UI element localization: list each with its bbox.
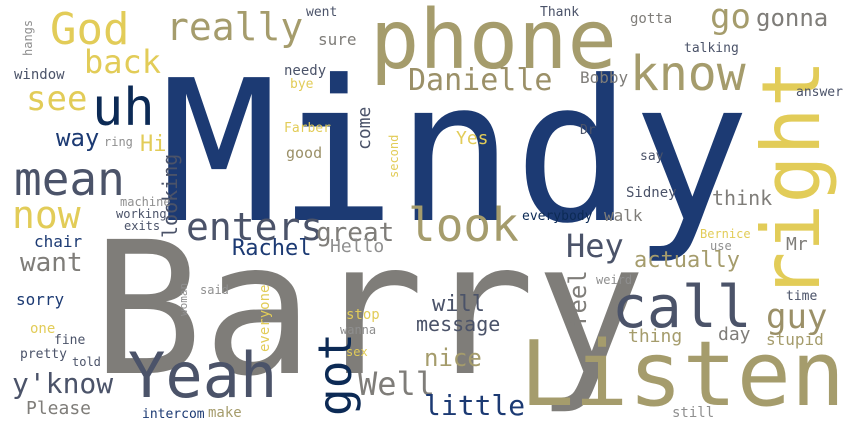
word-little: little bbox=[424, 389, 526, 422]
word-sure: sure bbox=[318, 30, 357, 49]
word-mean: mean bbox=[14, 152, 125, 206]
word-barry: Barry bbox=[92, 203, 646, 417]
word-gotta: gotta bbox=[630, 11, 673, 27]
word-feel: feel bbox=[564, 270, 592, 328]
word-gonna: gonna bbox=[756, 4, 829, 32]
word-hello: Hello bbox=[330, 236, 385, 257]
word-machine: machine bbox=[120, 195, 171, 209]
word-answer: answer bbox=[796, 85, 843, 100]
word-stop: stop bbox=[346, 307, 380, 323]
word-say: say bbox=[640, 149, 664, 164]
word-chair: chair bbox=[34, 232, 83, 251]
word-hangs: hangs bbox=[21, 19, 35, 56]
word-one: one bbox=[30, 321, 56, 337]
word-farber: Farber bbox=[284, 121, 331, 136]
word-think: think bbox=[712, 186, 773, 210]
word-walk: walk bbox=[604, 206, 643, 225]
word-everybody: everybody bbox=[522, 209, 593, 224]
word-phone: phone bbox=[370, 0, 617, 88]
word-exits: exits bbox=[124, 219, 161, 233]
word-fine: fine bbox=[54, 333, 86, 348]
word-back: back bbox=[84, 43, 162, 81]
word-wanna: wanna bbox=[340, 323, 377, 337]
word-god: God bbox=[50, 4, 130, 55]
word-window: window bbox=[14, 67, 65, 83]
word-listen: Listen bbox=[520, 322, 846, 427]
word-mindy: Mindy bbox=[160, 39, 751, 267]
word-everyone: everyone bbox=[257, 284, 273, 352]
word-went: went bbox=[306, 5, 338, 20]
word-hi: Hi bbox=[140, 132, 167, 157]
word-dr: Dr bbox=[580, 123, 596, 138]
word-second: second bbox=[387, 134, 401, 178]
word-go: go bbox=[710, 0, 751, 37]
word-woman: woman bbox=[177, 282, 190, 316]
word-rachel: Rachel bbox=[232, 236, 312, 261]
word-day: day bbox=[718, 324, 751, 345]
word-call: call bbox=[612, 273, 752, 341]
word-pretty: pretty bbox=[20, 347, 67, 362]
word-want: want bbox=[20, 248, 83, 278]
word-danielle: Danielle bbox=[408, 63, 553, 98]
word-weird: weird bbox=[596, 273, 633, 287]
word-bye: bye bbox=[290, 77, 314, 92]
word-bobby: Bobby bbox=[580, 68, 629, 87]
word-talking: talking bbox=[684, 41, 739, 56]
word-will: will bbox=[432, 292, 485, 317]
word-sex: sex bbox=[346, 345, 368, 359]
word-hey: Hey bbox=[566, 227, 624, 265]
word-really: really bbox=[166, 5, 304, 49]
word-come: come bbox=[354, 106, 375, 150]
word-good: good bbox=[286, 144, 323, 162]
word-nice: nice bbox=[424, 344, 482, 372]
word-make: make bbox=[208, 405, 242, 421]
word-yes: Yes bbox=[456, 128, 489, 149]
word-stupid: stupid bbox=[766, 330, 824, 349]
word-sidney: Sidney bbox=[626, 185, 677, 201]
word-thank: Thank bbox=[540, 5, 580, 20]
word-see: see bbox=[26, 79, 88, 119]
word-ring: ring bbox=[104, 135, 133, 149]
word-bernice: Bernice bbox=[700, 227, 751, 241]
word-told: told bbox=[72, 355, 101, 369]
word-actually: actually bbox=[634, 248, 740, 273]
word-well: Well bbox=[358, 365, 436, 403]
word-great: great bbox=[316, 218, 395, 248]
word-still: still bbox=[672, 405, 715, 421]
word-know: know bbox=[630, 46, 746, 102]
word-please: Please bbox=[26, 398, 92, 419]
word-uh: uh bbox=[92, 78, 155, 138]
word-working: working bbox=[116, 207, 167, 221]
word-thing: thing bbox=[628, 326, 683, 347]
word-yknow: y'know bbox=[12, 367, 114, 400]
word-now: now bbox=[12, 193, 81, 237]
word-said: said bbox=[200, 283, 229, 297]
word-yeah: Yeah bbox=[128, 339, 278, 412]
word-needy: needy bbox=[284, 63, 327, 79]
word-look: look bbox=[408, 198, 519, 252]
word-intercom: intercom bbox=[142, 407, 205, 422]
word-way: way bbox=[56, 124, 100, 152]
word-mr: Mr bbox=[786, 234, 808, 255]
word-enters: enters bbox=[186, 205, 324, 249]
word-use: use bbox=[710, 239, 732, 253]
word-sorry: sorry bbox=[16, 290, 65, 309]
word-message: message bbox=[416, 312, 501, 336]
word-time: time bbox=[786, 289, 818, 304]
word-guy: guy bbox=[766, 297, 828, 337]
